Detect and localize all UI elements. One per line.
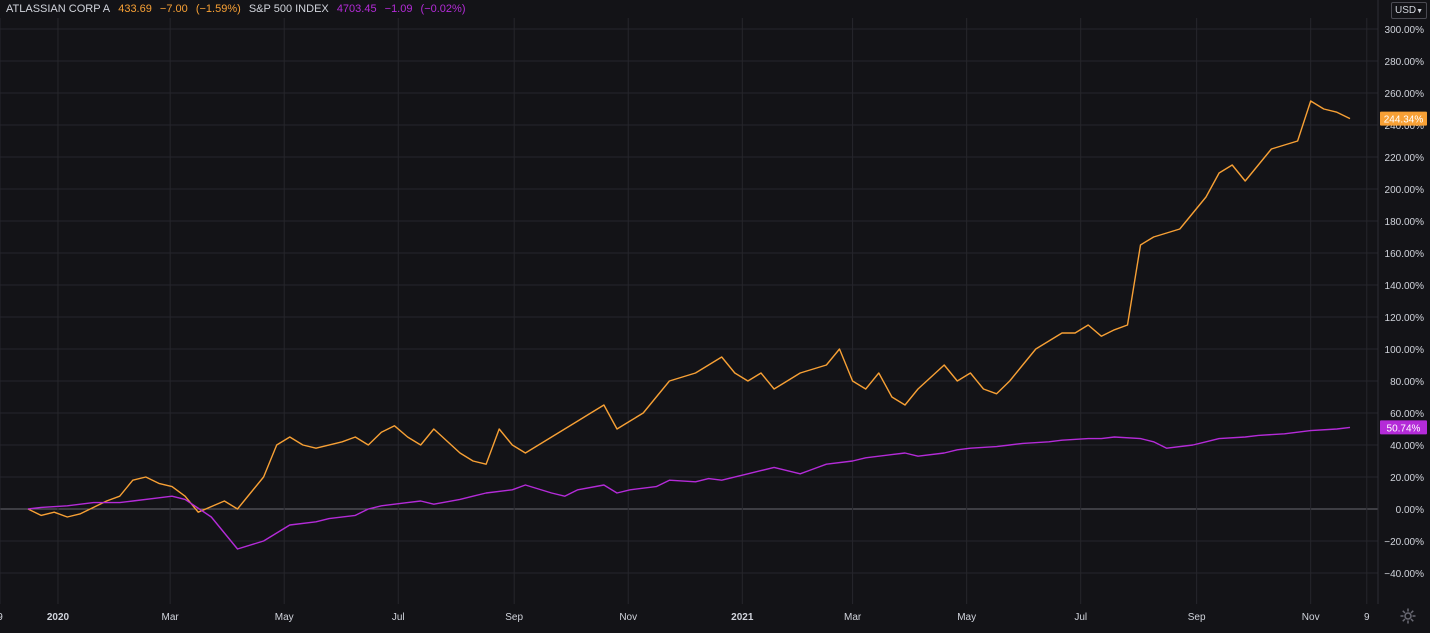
x-tick-label: Jul bbox=[1074, 612, 1087, 623]
y-tick-label: 20.00% bbox=[1390, 473, 1424, 484]
legend-series2-last: 4703.45 bbox=[336, 3, 377, 15]
x-tick-label: Sep bbox=[1188, 612, 1206, 623]
y-tick-label: 120.00% bbox=[1385, 313, 1425, 324]
currency-dropdown[interactable]: USD▼ bbox=[1391, 2, 1427, 19]
legend-series1-name[interactable]: ATLASSIAN CORP A bbox=[6, 3, 111, 15]
y-tick-label: 260.00% bbox=[1385, 89, 1425, 100]
x-tick-label: May bbox=[957, 612, 976, 623]
x-tick-label: 2020 bbox=[47, 612, 70, 623]
y-tick-label: 180.00% bbox=[1385, 217, 1425, 228]
chart-legend: ATLASSIAN CORP A 433.69 −7.00 (−1.59%) S… bbox=[6, 3, 471, 15]
legend-series1-change-pct: (−1.59%) bbox=[195, 3, 241, 15]
y-tick-label: 220.00% bbox=[1385, 153, 1425, 164]
legend-series2-change: −1.09 bbox=[384, 3, 413, 15]
legend-series1-change: −7.00 bbox=[159, 3, 188, 15]
legend-series2-name[interactable]: S&P 500 INDEX bbox=[248, 3, 329, 15]
legend-series1-last: 433.69 bbox=[118, 3, 152, 15]
y-tick-label: −20.00% bbox=[1384, 537, 1424, 548]
y-tick-label: 200.00% bbox=[1385, 185, 1425, 196]
series-line-1[interactable] bbox=[27, 100, 1351, 518]
x-tick-label: 9 bbox=[0, 612, 3, 623]
y-axis: 300.00% 280.00% 260.00% 240.00% 220.00% 200.0… bbox=[1384, 25, 1424, 580]
last-value-labels: 244.34% 50.74% bbox=[1380, 111, 1427, 435]
y-tick-label: 80.00% bbox=[1390, 377, 1424, 388]
series-line-2[interactable] bbox=[27, 426, 1351, 550]
x-tick-label: Mar bbox=[162, 612, 180, 623]
last-value-badge-1 bbox=[1380, 111, 1427, 126]
y-tick-label: 40.00% bbox=[1390, 441, 1424, 452]
last-value-label-2: 50.74% bbox=[1387, 423, 1421, 434]
currency-label: USD bbox=[1394, 5, 1417, 16]
x-tick-label: Mar bbox=[844, 612, 862, 623]
y-tick-label: 60.00% bbox=[1390, 409, 1424, 420]
y-tick-label: 0.00% bbox=[1396, 505, 1424, 516]
x-tick-label: May bbox=[275, 612, 294, 623]
y-tick-label: 300.00% bbox=[1385, 25, 1425, 36]
y-tick-label: 280.00% bbox=[1385, 57, 1425, 68]
gear-icon[interactable] bbox=[1399, 607, 1417, 625]
x-tick-label: 9 bbox=[1364, 612, 1370, 623]
y-tick-label: 240.00% bbox=[1385, 121, 1425, 132]
x-tick-label: 2021 bbox=[731, 612, 754, 623]
y-tick-label: 160.00% bbox=[1385, 249, 1425, 260]
chart-grid bbox=[0, 0, 1379, 604]
x-tick-label: Sep bbox=[505, 612, 523, 623]
chart-series bbox=[27, 100, 1351, 550]
legend-series2-change-pct: (−0.02%) bbox=[420, 3, 466, 15]
x-tick-label: Nov bbox=[619, 612, 637, 623]
last-value-badge-2 bbox=[1380, 420, 1427, 435]
y-tick-label: 140.00% bbox=[1385, 281, 1425, 292]
chevron-down-icon: ▼ bbox=[1416, 8, 1424, 15]
x-tick-label: Jul bbox=[392, 612, 405, 623]
x-axis: 9 2020 Mar May Jul Sep Nov 2021 Mar May Jul Sep Nov 9 bbox=[0, 612, 1370, 623]
last-value-label-1: 244.34% bbox=[1384, 115, 1424, 126]
y-tick-label: −40.00% bbox=[1384, 569, 1424, 580]
x-tick-label: Nov bbox=[1302, 612, 1320, 623]
y-tick-label: 100.00% bbox=[1385, 345, 1425, 356]
